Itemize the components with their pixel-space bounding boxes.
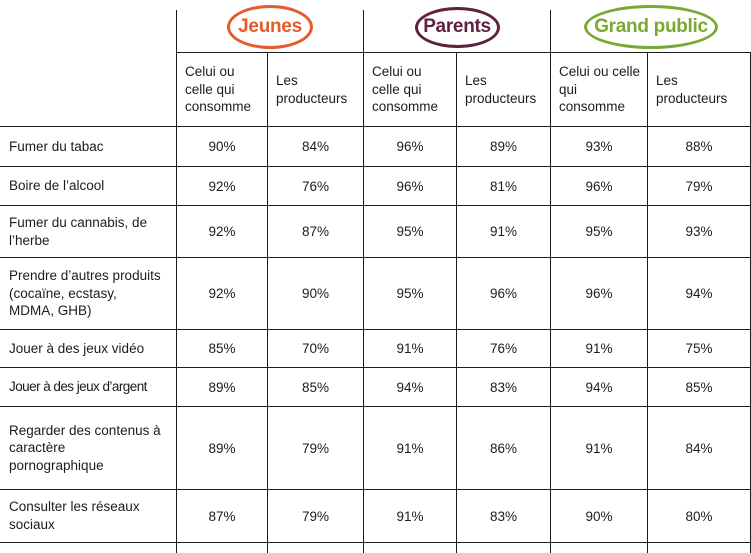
value-cell: 91% xyxy=(363,330,456,368)
value-cell: 83% xyxy=(456,368,550,407)
subheader-grand-producteurs: Les producteurs xyxy=(647,53,751,127)
row-label-reseaux-sociaux: Consulter les réseaux sociaux xyxy=(0,490,176,543)
value-cell: 91% xyxy=(550,407,647,490)
value-cell: 90% xyxy=(550,490,647,543)
subheader-spacer xyxy=(0,53,176,127)
subheader-parents-consomme: Celui ou celle qui consomme xyxy=(363,53,456,127)
value-cell: 95% xyxy=(363,258,456,330)
value-cell: 96% xyxy=(550,167,647,206)
value-cell: 92% xyxy=(176,258,267,330)
grand-public-badge: Grand public xyxy=(584,5,718,49)
value-cell: 85% xyxy=(647,368,751,407)
table-bottom-strip xyxy=(550,543,647,553)
value-cell: 94% xyxy=(363,368,456,407)
value-cell: 96% xyxy=(456,258,550,330)
row-label-text: Fumer du tabac xyxy=(9,138,104,154)
row-label-text: Prendre d’autres produits (cocaïne, ecst… xyxy=(9,268,161,319)
row-label-text: Boire de l’alcool xyxy=(9,178,105,194)
row-label-jeux-argent: Jouer à des jeux d’argent xyxy=(0,368,176,407)
parents-badge: Parents xyxy=(414,6,500,48)
jeunes-badge: Jeunes xyxy=(227,5,313,49)
group-header-grand-public: Grand public xyxy=(550,5,751,53)
value-cell: 92% xyxy=(176,167,267,206)
value-cell: 91% xyxy=(363,490,456,543)
value-cell: 76% xyxy=(456,330,550,368)
value-cell: 94% xyxy=(647,258,751,330)
row-label-fumer-cannabis: Fumer du cannabis, de l’herbe xyxy=(0,206,176,258)
value-cell: 79% xyxy=(267,490,363,543)
subheader-jeunes-consomme: Celui ou celle qui consomme xyxy=(176,53,267,127)
row-label-jeux-video: Jouer à des jeux vidéo xyxy=(0,330,176,368)
value-cell: 87% xyxy=(267,206,363,258)
table-bottom-strip xyxy=(176,543,267,553)
table-bottom-strip xyxy=(267,543,363,553)
value-cell: 91% xyxy=(456,206,550,258)
value-cell: 85% xyxy=(176,330,267,368)
value-cell: 87% xyxy=(176,490,267,543)
value-cell: 89% xyxy=(176,368,267,407)
row-label-fumer-tabac: Fumer du tabac xyxy=(0,127,176,167)
value-cell: 90% xyxy=(267,258,363,330)
value-cell: 83% xyxy=(456,490,550,543)
value-cell: 96% xyxy=(550,258,647,330)
row-label-text: Consulter les réseaux sociaux xyxy=(9,499,140,532)
value-cell: 89% xyxy=(456,127,550,167)
value-cell: 89% xyxy=(176,407,267,490)
group-header-parents: Parents xyxy=(363,6,550,53)
subheader-jeunes-producteurs: Les producteurs xyxy=(267,53,363,127)
row-label-contenus-porno: Regarder des contenus à caractère pornog… xyxy=(0,407,176,490)
group-header-jeunes: Jeunes xyxy=(176,5,363,53)
value-cell: 95% xyxy=(363,206,456,258)
value-cell: 81% xyxy=(456,167,550,206)
row-label-autres-produits: Prendre d’autres produits (cocaïne, ecst… xyxy=(0,258,176,330)
value-cell: 86% xyxy=(456,407,550,490)
row-label-text: Regarder des contenus à caractère pornog… xyxy=(9,422,161,473)
row-label-text: Fumer du cannabis, de l’herbe xyxy=(9,214,148,248)
table-bottom-strip xyxy=(363,543,456,553)
value-cell: 96% xyxy=(363,167,456,206)
value-cell: 93% xyxy=(647,206,751,258)
table-bottom-spacer xyxy=(0,543,176,553)
row-label-text: Jouer à des jeux d’argent xyxy=(9,379,147,395)
value-cell: 85% xyxy=(267,368,363,407)
value-cell: 91% xyxy=(550,330,647,368)
value-cell: 88% xyxy=(647,127,751,167)
row-label-boire-alcool: Boire de l’alcool xyxy=(0,167,176,206)
value-cell: 70% xyxy=(267,330,363,368)
value-cell: 84% xyxy=(267,127,363,167)
value-cell: 95% xyxy=(550,206,647,258)
value-cell: 92% xyxy=(176,206,267,258)
value-cell: 96% xyxy=(363,127,456,167)
value-cell: 91% xyxy=(363,407,456,490)
value-cell: 94% xyxy=(550,368,647,407)
value-cell: 93% xyxy=(550,127,647,167)
value-cell: 79% xyxy=(267,407,363,490)
value-cell: 90% xyxy=(176,127,267,167)
subheader-parents-producteurs: Les producteurs xyxy=(456,53,550,127)
value-cell: 84% xyxy=(647,407,751,490)
subheader-grand-consomme: Celui ou celle qui consomme xyxy=(550,53,647,127)
value-cell: 75% xyxy=(647,330,751,368)
value-cell: 76% xyxy=(267,167,363,206)
badge-row-spacer xyxy=(0,0,176,53)
table-bottom-strip xyxy=(647,543,751,553)
table-bottom-strip xyxy=(456,543,550,553)
row-label-text: Jouer à des jeux vidéo xyxy=(9,340,145,356)
value-cell: 79% xyxy=(647,167,751,206)
value-cell: 80% xyxy=(647,490,751,543)
